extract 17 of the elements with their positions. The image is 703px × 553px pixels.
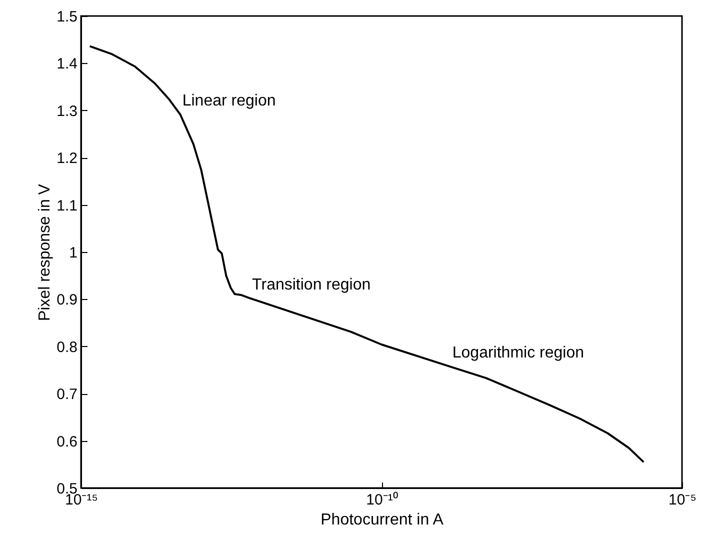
annotation: Linear region (182, 92, 276, 110)
annotation: Transition region (252, 276, 371, 294)
annotation: Logarithmic region (452, 344, 584, 362)
y-tick-label: 1.2 (56, 150, 78, 168)
y-tick-label: 0.6 (56, 433, 78, 450)
y-tick-label: 0.7 (56, 386, 78, 404)
y-tick-label: 1.1 (56, 197, 78, 214)
y-tick-label: 0.9 (56, 292, 78, 309)
y-tick-label: 1.3 (56, 102, 78, 120)
y-tick-label: 1 (69, 244, 78, 262)
y-tick-label: 1.5 (56, 8, 78, 26)
x-axis-title: Photocurrent in A (320, 512, 444, 528)
y-axis-title: Pixel response in V (36, 184, 54, 321)
x-tick-label: 10⁻⁵ (668, 492, 696, 508)
x-tick-label: 10⁻¹⁰ (366, 492, 398, 508)
y-tick-label: 0.8 (56, 338, 78, 356)
y-tick-label: 1.4 (56, 56, 78, 73)
